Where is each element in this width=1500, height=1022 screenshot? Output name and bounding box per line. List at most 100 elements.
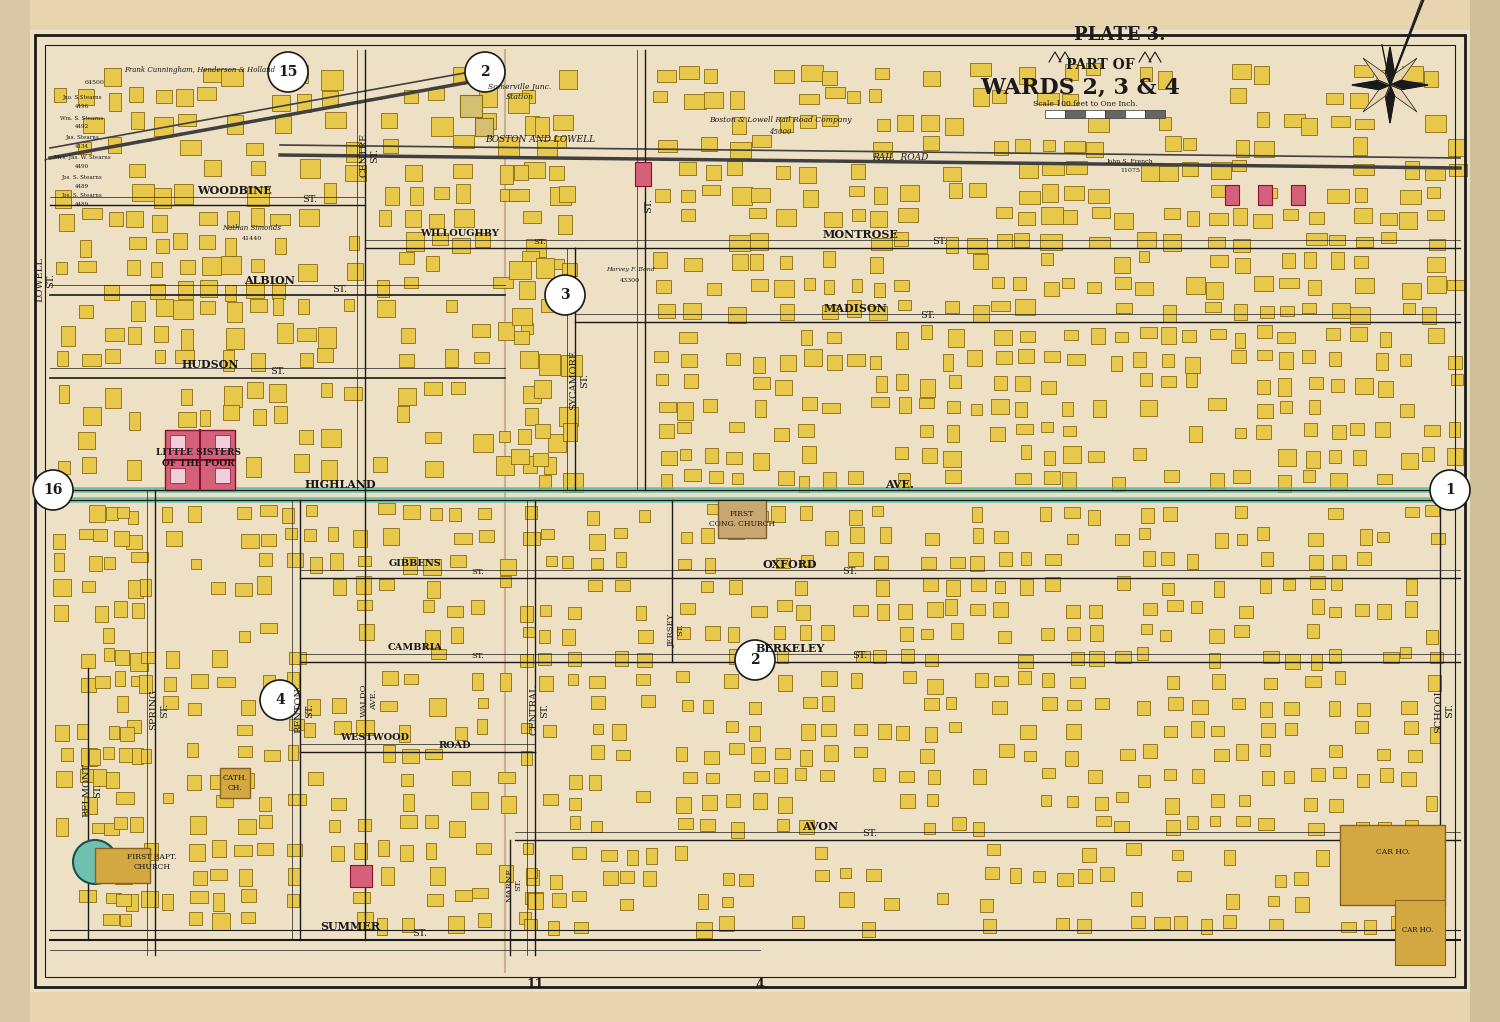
Bar <box>105 328 125 341</box>
Bar <box>198 212 217 225</box>
Bar <box>54 553 64 571</box>
Bar <box>1034 871 1046 882</box>
Bar <box>1077 919 1090 932</box>
Bar <box>500 576 512 588</box>
Bar <box>994 375 1008 390</box>
Bar <box>1016 299 1035 315</box>
Polygon shape <box>1386 47 1395 85</box>
Bar <box>1178 871 1191 881</box>
Bar <box>1278 449 1296 466</box>
Bar <box>1212 673 1225 690</box>
Bar <box>1125 843 1142 855</box>
Bar <box>1164 207 1180 219</box>
Bar <box>853 725 867 735</box>
Bar <box>430 118 453 136</box>
Bar <box>256 843 273 855</box>
Bar <box>657 71 676 83</box>
Bar <box>1329 235 1346 245</box>
Bar <box>614 527 627 539</box>
Bar <box>946 425 958 442</box>
Bar <box>290 719 304 730</box>
Bar <box>210 775 224 789</box>
Bar <box>896 726 909 740</box>
Bar <box>704 92 723 108</box>
Bar <box>853 605 868 616</box>
Bar <box>1044 282 1059 296</box>
Bar <box>1164 305 1176 322</box>
Bar <box>1377 604 1390 619</box>
Bar <box>453 135 474 148</box>
Bar <box>1065 507 1080 518</box>
Bar <box>78 89 94 105</box>
Bar <box>876 580 890 596</box>
Bar <box>274 117 291 133</box>
Bar <box>1142 623 1152 634</box>
Bar <box>862 922 874 937</box>
Bar <box>1254 66 1269 84</box>
Text: ST.: ST. <box>645 197 654 213</box>
Text: LITTLE SISTERS
OF THE POOR: LITTLE SISTERS OF THE POOR <box>156 449 240 468</box>
Bar <box>1209 213 1228 225</box>
Bar <box>501 796 516 812</box>
Bar <box>795 582 807 595</box>
Bar <box>1254 141 1274 157</box>
Bar <box>404 90 418 102</box>
Bar <box>1041 207 1064 224</box>
Bar <box>1144 110 1166 118</box>
Bar <box>1214 749 1230 760</box>
Bar <box>270 384 286 402</box>
Bar <box>1137 701 1149 714</box>
Bar <box>1257 380 1270 394</box>
Bar <box>1161 375 1176 387</box>
Bar <box>196 87 216 100</box>
Bar <box>522 251 540 262</box>
Bar <box>76 725 88 739</box>
Bar <box>821 671 837 686</box>
Bar <box>81 679 96 692</box>
Bar <box>1294 873 1308 885</box>
Text: Mrs. Jas. W. Stearns: Mrs. Jas. W. Stearns <box>54 155 111 160</box>
Bar <box>1257 325 1272 337</box>
Bar <box>870 212 886 227</box>
Bar <box>538 475 552 489</box>
Bar <box>1226 894 1239 910</box>
Bar <box>237 773 254 788</box>
Bar <box>1304 469 1316 482</box>
Bar <box>946 401 960 413</box>
Bar <box>1044 451 1056 465</box>
Bar <box>970 604 986 615</box>
Bar <box>348 235 358 249</box>
Bar <box>824 745 839 760</box>
Bar <box>951 623 963 639</box>
Bar <box>402 328 416 342</box>
Bar <box>1268 896 1280 907</box>
Bar <box>801 725 816 740</box>
Bar <box>1332 303 1350 318</box>
Bar <box>1233 239 1250 251</box>
Bar <box>0 0 30 1022</box>
Bar <box>974 823 984 836</box>
Text: Frank Cunningham, Henderson & Holland: Frank Cunningham, Henderson & Holland <box>124 66 276 74</box>
Bar <box>344 298 354 311</box>
Bar <box>1064 330 1078 340</box>
Bar <box>1406 161 1419 179</box>
Bar <box>117 696 128 711</box>
Bar <box>1425 167 1444 181</box>
Bar <box>1086 142 1102 157</box>
Bar <box>88 506 105 522</box>
Bar <box>1300 118 1317 135</box>
Bar <box>514 331 529 343</box>
Bar <box>520 724 531 734</box>
Bar <box>1062 472 1076 490</box>
Bar <box>476 118 494 136</box>
Text: 4490: 4490 <box>75 164 88 169</box>
Bar <box>93 528 108 542</box>
Bar <box>729 528 744 539</box>
Bar <box>543 457 555 474</box>
Bar <box>1233 469 1251 482</box>
Bar <box>1364 920 1376 934</box>
Text: 11075: 11075 <box>1120 168 1140 173</box>
Text: ST.: ST. <box>843 567 858 576</box>
Bar <box>822 71 837 85</box>
Bar <box>298 264 316 281</box>
